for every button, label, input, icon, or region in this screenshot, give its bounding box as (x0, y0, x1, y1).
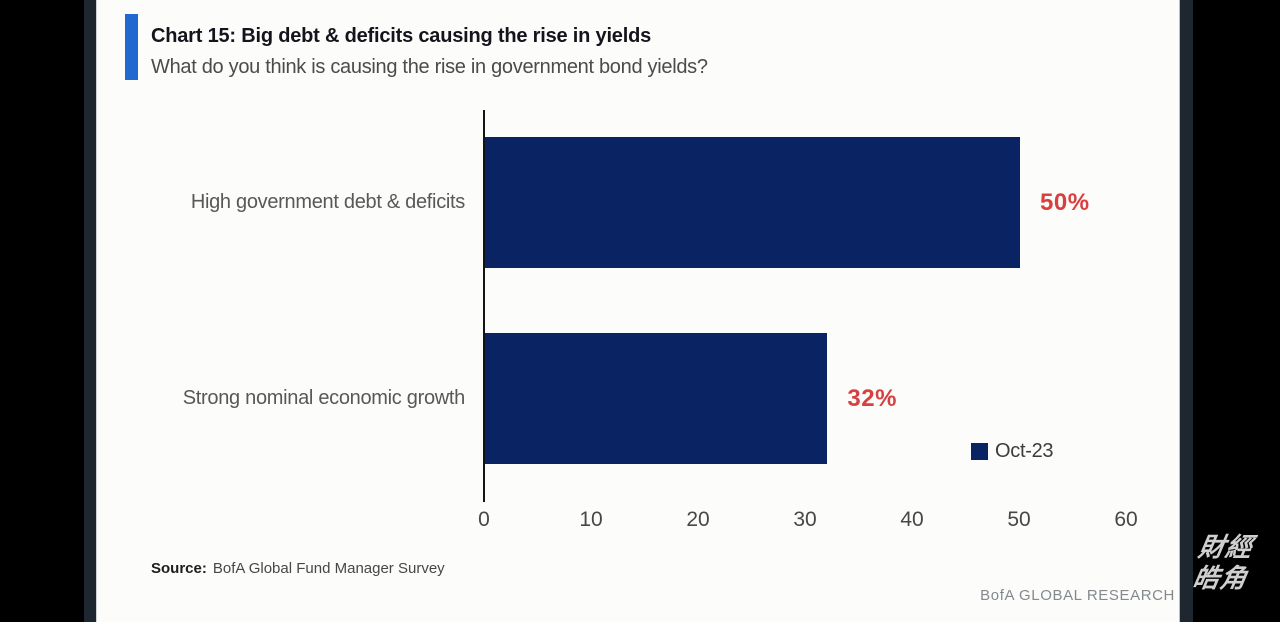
source-text: BofA Global Fund Manager Survey (212, 560, 445, 577)
bar-strong-nominal-growth (485, 333, 828, 464)
legend-swatch-icon (971, 443, 988, 460)
title-accent-bar (125, 14, 138, 80)
x-axis-tick-label: 40 (900, 508, 924, 531)
source-label: Source: (151, 560, 207, 577)
frame-edge-right (1180, 0, 1193, 622)
bar-high-government-debt (485, 137, 1020, 268)
frame-edge-left (84, 0, 96, 622)
chart-panel: Chart 15: Big debt & deficits causing th… (96, 0, 1180, 622)
x-axis-tick-label: 60 (1114, 508, 1138, 531)
value-label: 32% (847, 384, 897, 412)
x-axis-tick-label: 0 (478, 508, 490, 531)
legend: Oct-23 (971, 440, 1054, 463)
legend-label: Oct-23 (995, 440, 1054, 462)
watermark: 財經 皓角 (1191, 532, 1280, 594)
chart-subtitle: What do you think is causing the rise in… (151, 56, 708, 78)
category-label: Strong nominal economic growth (182, 387, 466, 409)
x-axis-tick-label: 50 (1007, 508, 1031, 531)
watermark-line1: 財經 (1196, 532, 1256, 562)
source-line: Source: BofA Global Fund Manager Survey (151, 560, 445, 577)
y-axis-line (483, 110, 485, 502)
x-axis-tick-label: 30 (793, 508, 817, 531)
category-label: High government debt & deficits (190, 191, 465, 213)
x-axis-tick-label: 20 (686, 508, 710, 531)
x-axis: 0 10 20 30 40 50 60 (97, 508, 1179, 538)
brand-text: BofA GLOBAL RESEARCH (980, 587, 1175, 604)
letterbox-right (1193, 0, 1280, 622)
value-label: 50% (1040, 188, 1090, 216)
x-axis-tick-label: 10 (579, 508, 603, 531)
chart-title: Chart 15: Big debt & deficits causing th… (151, 25, 652, 47)
letterbox-left (0, 0, 84, 622)
watermark-line2: 皓角 (1190, 563, 1251, 593)
